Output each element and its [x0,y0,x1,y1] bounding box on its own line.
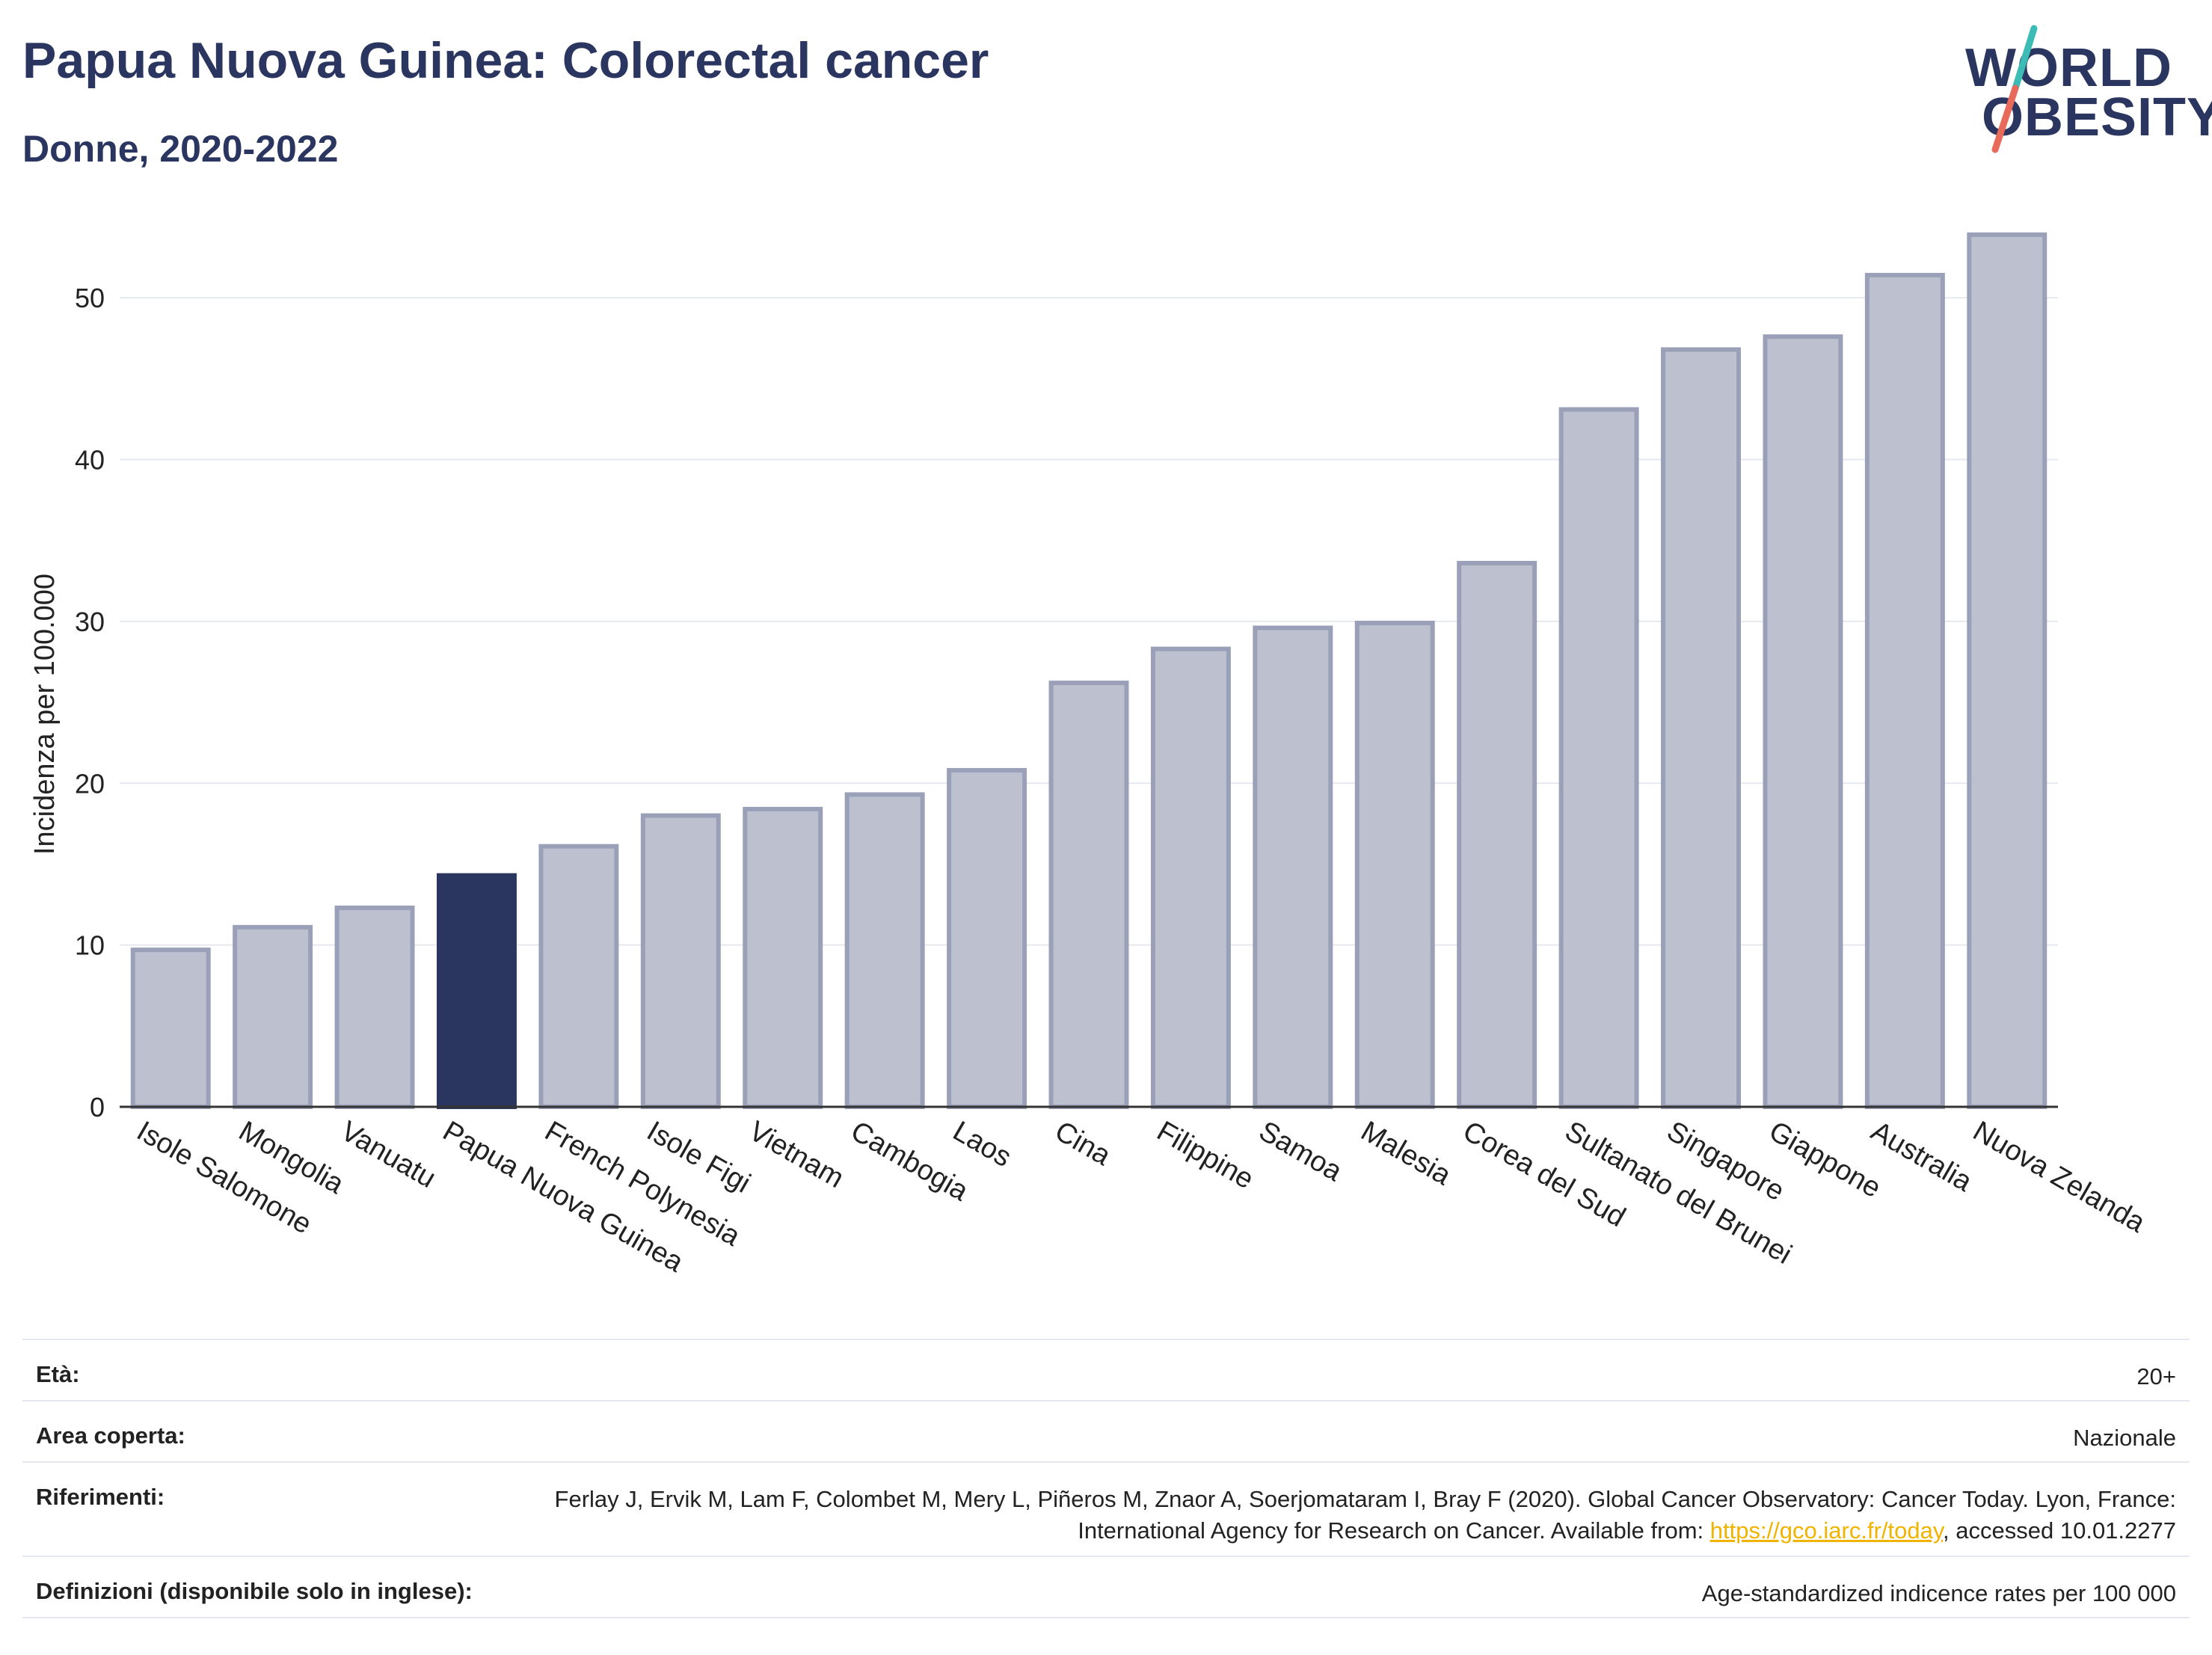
area-value: Nazionale [2073,1425,2176,1451]
y-tick-label: 50 [75,283,105,313]
bar [640,813,721,1109]
references-label: Riferimenti: [36,1484,165,1510]
x-tick-label: Vietnam [743,1115,849,1194]
y-axis-ticks: 0 10 20 30 40 50 [75,283,105,1123]
page-title: Papua Nuova Guinea: Colorectal cancer [22,32,989,89]
y-tick-label: 40 [75,445,105,476]
info-row-definitions: Definizioni (disponibile solo in inglese… [22,1556,2190,1618]
x-tick-label: Nuova Zelanda [1967,1115,2151,1239]
bar [538,844,619,1109]
y-tick-label: 20 [75,768,105,799]
info-row-age: Età: 20+ [22,1339,2190,1400]
y-tick-label: 10 [75,930,105,961]
definitions-label: Definizioni (disponibile solo in inglese… [36,1578,473,1604]
y-axis-title: Incidenza per 100.000 [29,574,61,855]
x-tick-label: Cina [1050,1115,1116,1172]
bar [1150,646,1231,1109]
bar [436,873,517,1109]
bars [130,232,2047,1110]
info-row-area: Area coperta: Nazionale [22,1400,2190,1461]
bar [1967,232,2047,1109]
bar [1864,272,1945,1110]
references-text-2: , accessed 10.01.2277 [1943,1517,2176,1544]
x-tick-label: Filippine [1152,1115,1259,1195]
references-link[interactable]: https://gco.iarc.fr/today [1709,1517,1944,1544]
definitions-value: Age-standardized indicence rates per 100… [1701,1580,2176,1606]
age-label: Età: [36,1361,80,1387]
x-tick-label: Samoa [1253,1115,1348,1188]
page-subtitle: Donne, 2020-2022 [22,128,339,170]
references-text-1: Ferlay J, Ervik M, Lam F, Colombet M, Me… [554,1486,2176,1544]
bar [844,792,925,1110]
bar [1457,561,1537,1109]
x-tick-label: Malesia [1356,1115,1457,1191]
x-tick-label: Vanuatu [336,1115,441,1194]
x-tick-label: Laos [947,1115,1016,1173]
bar [233,924,313,1109]
area-label: Area coperta: [36,1422,185,1449]
y-tick-label: 0 [90,1092,105,1123]
logo-line-2: OBESITY [1982,87,2212,147]
bar [1354,621,1435,1109]
world-obesity-logo: WORLD OBESITY [1944,21,2212,171]
bar [334,905,415,1109]
logo-slash-icon [1991,25,2038,153]
bar [1558,407,1639,1109]
bar [1763,334,1843,1109]
bar [947,767,1027,1109]
x-tick-label: Australia [1866,1115,1978,1198]
bar-chart: 0 10 20 30 40 50 Isole SalomoneMongoliaVanuat… [29,232,2151,1279]
bar [130,948,211,1110]
logo-line-1: WORLD [1965,38,2172,98]
y-tick-label: 30 [75,607,105,637]
bar [1253,625,1333,1109]
age-value: 20+ [2136,1363,2176,1390]
info-row-references: Riferimenti: Ferlay J, Ervik M, Lam F, C… [22,1461,2190,1556]
x-tick-label: Isole Salomone [132,1115,317,1240]
references-value: Ferlay J, Ervik M, Lam F, Colombet M, Me… [501,1484,2176,1547]
bar [743,806,823,1109]
bar [1048,681,1129,1109]
info-table: Età: 20+ Area coperta: Nazionale Riferim… [22,1339,2190,1618]
bar [1661,347,1742,1110]
